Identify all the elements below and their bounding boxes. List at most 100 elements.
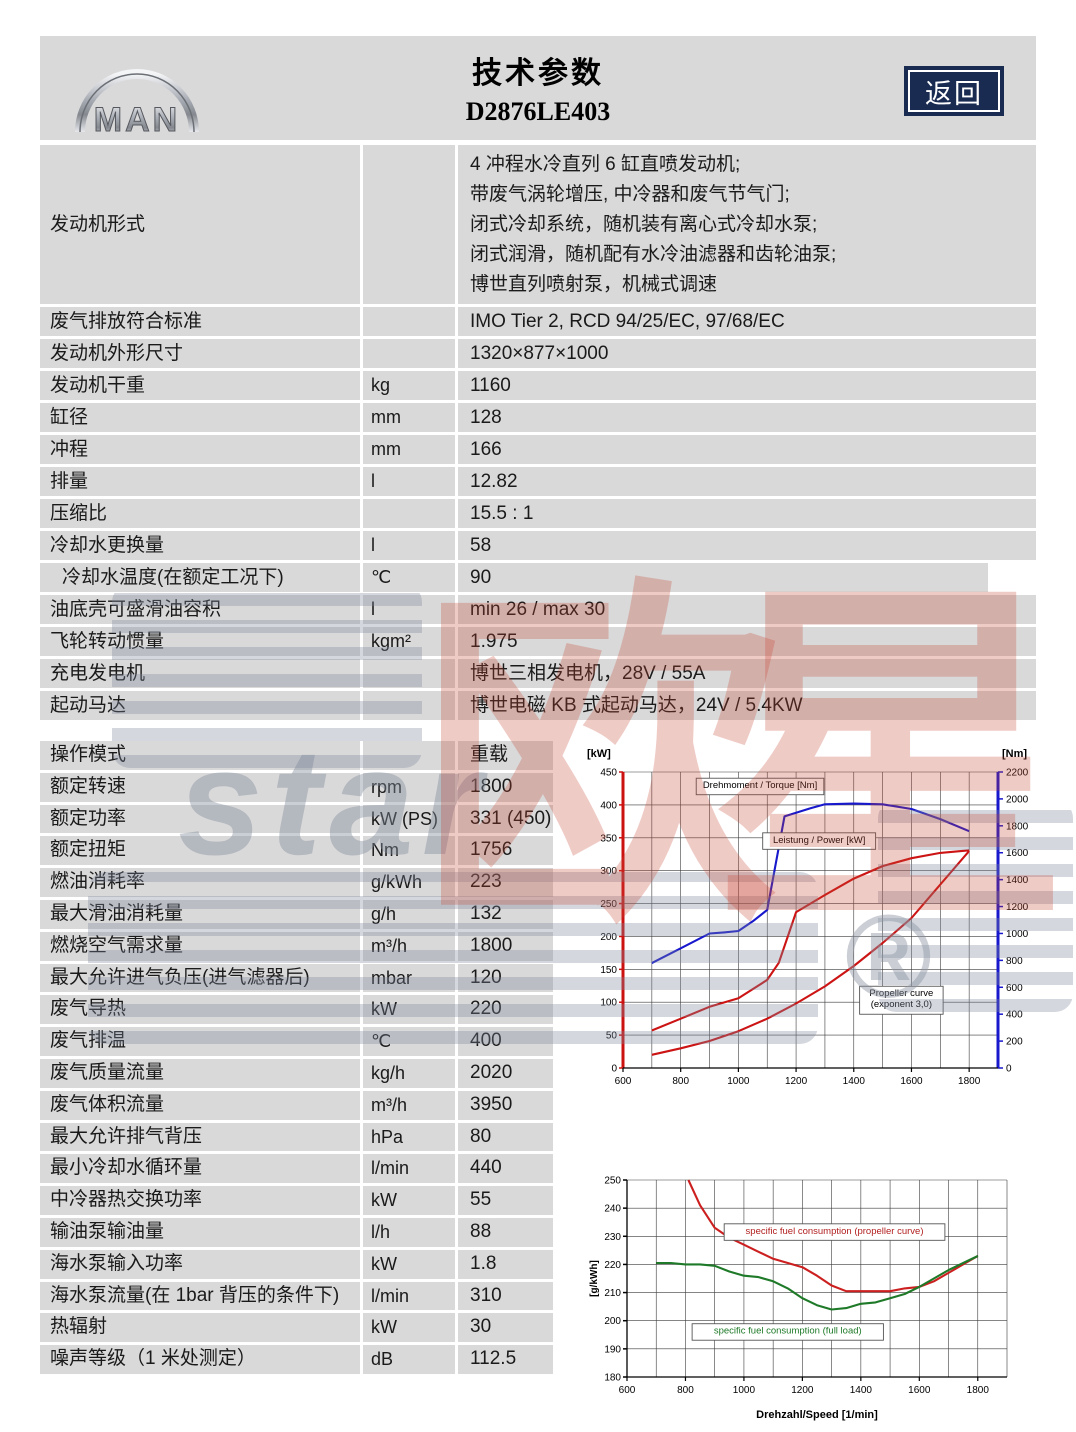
spec-value: 88 (458, 1217, 553, 1247)
spec-unit (363, 691, 455, 720)
x-tick-label: 600 (615, 1076, 632, 1087)
y-tick-label: 350 (600, 833, 617, 844)
y-tick-label: 150 (600, 965, 617, 976)
spec-value: 1320×877×1000 (458, 339, 1036, 368)
chart-annotation-box (691, 1323, 884, 1341)
table-row: 冷却水温度(在额定工况下) ℃ 90 (40, 563, 1036, 592)
spec-value: 220 (458, 995, 553, 1025)
logo-arch-outline (79, 73, 195, 133)
spec-value: 2020 (458, 1058, 553, 1088)
chart-annotation-text: (exponent 3,0) (871, 999, 932, 1010)
spec-label: 最大滑油消耗量 (40, 899, 360, 929)
y2-tick-label: 1800 (1006, 821, 1029, 832)
spec-value: 1.975 (458, 627, 1036, 656)
table-row: 充电发电机 博世三相发电机，28V / 55A (40, 659, 1036, 688)
y2-tick-label: 1200 (1006, 902, 1029, 913)
spec-unit: kg/h (363, 1058, 455, 1088)
spec-value: 12.82 (458, 467, 1036, 496)
x-tick-label: 1000 (727, 1076, 750, 1087)
logo-text: MAN (94, 101, 180, 138)
x-tick-label: 1800 (967, 1385, 990, 1396)
fuel-consumption-chart: 180 190 200 210 220 230 240 250 600 800 1000 1200 14… (589, 1176, 1008, 1421)
spec-label: 额定功率 (40, 804, 360, 834)
spec-label: 压缩比 (40, 499, 360, 528)
spec-label: 飞轮转动惯量 (40, 627, 360, 656)
y2-tick-label: 1000 (1006, 929, 1029, 940)
spec-unit: rpm (363, 772, 455, 802)
spec-unit: kg (363, 371, 455, 400)
y-tick-label: 300 (600, 866, 617, 877)
x-tick-label: 1000 (733, 1385, 756, 1396)
y2-tick-label: 400 (1006, 1010, 1023, 1021)
chart-annotation-text: Leistung / Power [kW] (773, 835, 865, 846)
y2-axis-title: [Nm] (1002, 748, 1027, 760)
table-row: 操作模式 重载 (40, 741, 553, 770)
spec-label: 海水泵输入功率 (40, 1249, 360, 1279)
spec-unit: mm (363, 435, 455, 464)
table-row: 废气排放符合标准 IMO Tier 2, RCD 94/25/EC, 97/68/… (40, 307, 1036, 336)
x-tick-label: 600 (619, 1385, 636, 1396)
y-tick-label: 50 (606, 1031, 618, 1042)
y-tick-label: 200 (604, 1316, 621, 1327)
spec-value: 重载 (458, 741, 553, 770)
y-tick-label: 230 (604, 1232, 621, 1243)
spec-unit: ℃ (363, 1027, 455, 1056)
table-row: 缸径 mm 128 (40, 403, 1036, 432)
chart-annotation-box (723, 1223, 946, 1241)
spec-label: 热辐射 (40, 1313, 360, 1343)
table-row: 最大允许进气负压(进气滤器后) mbar 120 (40, 963, 553, 993)
spec-unit (363, 339, 455, 368)
spec-unit (363, 659, 455, 688)
spec-value: 15.5 : 1 (458, 499, 1036, 528)
back-button-label: 返回 (925, 78, 983, 109)
table-row: 燃烧空气需求量 m³/h 1800 (40, 931, 553, 961)
chart-annotation-text: Drehmoment / Torque [Nm] (703, 780, 817, 791)
spec-label: 废气排放符合标准 (40, 307, 360, 336)
x-tick-label: 1200 (785, 1076, 808, 1087)
back-button[interactable]: 返回 (904, 66, 1004, 116)
y2-tick-label: 1400 (1006, 875, 1029, 886)
spec-unit: dB (363, 1345, 455, 1374)
back-button-frame: 返回 (908, 70, 1000, 112)
spec-label: 废气体积流量 (40, 1090, 360, 1120)
chart-annotation-box (859, 985, 944, 1015)
chart-series (651, 850, 970, 1056)
spec-label: 冷却水温度(在额定工况下) (40, 563, 360, 592)
x-tick-label: 1400 (843, 1076, 866, 1087)
spec-unit: Nm (363, 836, 455, 866)
y-tick-label: 400 (600, 800, 617, 811)
spec-unit: hPa (363, 1122, 455, 1152)
spec-unit: kW (363, 1186, 455, 1215)
table-row: 中冷器热交换功率 kW 55 (40, 1186, 553, 1215)
chart-series (651, 849, 970, 1032)
table-row: 输油泵输油量 l/h 88 (40, 1217, 553, 1247)
spec-label: 油底壳可盛滑油容积 (40, 595, 360, 624)
spec-unit: kW (PS) (363, 804, 455, 834)
chart-series (656, 1255, 979, 1311)
spec-value: 310 (458, 1281, 553, 1311)
spec-unit: kW (363, 1249, 455, 1279)
spec-unit: l (363, 595, 455, 624)
x-tick-label: 1400 (850, 1385, 873, 1396)
spec-value: 80 (458, 1122, 553, 1152)
spec-value: 1160 (458, 371, 1036, 400)
spec-value: 55 (458, 1186, 553, 1215)
spec-label: 冲程 (40, 435, 360, 464)
y-tick-label: 180 (604, 1373, 621, 1384)
spec-value: 1800 (458, 931, 553, 961)
table-row: 热辐射 kW 30 (40, 1313, 553, 1343)
y-tick-label: 450 (600, 768, 617, 779)
spec-label: 发动机干重 (40, 371, 360, 400)
x-tick-label: 800 (672, 1076, 689, 1087)
y2-tick-label: 2000 (1006, 794, 1029, 805)
x-tick-label: 800 (677, 1385, 694, 1396)
spec-value: 4 冲程水冷直列 6 缸直喷发动机; 带废气涡轮增压, 中冷器和废气节气门; 闭式冷… (458, 145, 1036, 304)
chart-annotation-box (762, 832, 877, 850)
spec-unit: ℃ (363, 563, 455, 592)
spec-unit: kW (363, 1313, 455, 1343)
table-row: 压缩比 15.5 : 1 (40, 499, 1036, 528)
y-tick-label: 240 (604, 1204, 621, 1215)
performance-spec-table: 操作模式 重载 额定转速 rpm 1800 额定功率 kW (PS) 331 (450) 额定扭… (40, 741, 553, 1377)
y-tick-label: 250 (604, 1176, 621, 1187)
chart-series (651, 802, 970, 965)
